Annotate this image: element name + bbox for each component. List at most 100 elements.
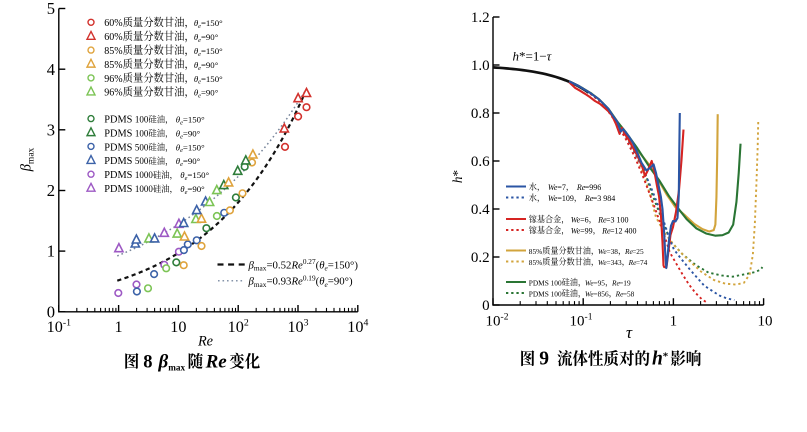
svg-text:=90°: =90° — [183, 128, 201, 138]
svg-text:*: * — [519, 49, 526, 64]
svg-text:e: e — [185, 189, 188, 196]
svg-text:β: β — [19, 163, 35, 172]
svg-text:60%: 60% — [104, 18, 122, 29]
svg-text:max: max — [168, 362, 185, 372]
svg-text:1: 1 — [47, 242, 55, 261]
svg-text:e: e — [198, 93, 201, 100]
svg-text:We: We — [548, 194, 558, 203]
svg-text:β: β — [248, 276, 255, 288]
svg-text:We: We — [598, 247, 607, 256]
svg-text:10: 10 — [486, 314, 501, 330]
svg-text:*: * — [663, 351, 669, 363]
svg-text:(: ( — [316, 259, 320, 271]
svg-text:PDMS: PDMS — [104, 142, 135, 153]
svg-text:=90°: =90° — [201, 32, 219, 42]
svg-text:Re: Re — [576, 183, 586, 192]
svg-text:e: e — [325, 264, 329, 273]
svg-text:=90°: =90° — [183, 156, 201, 166]
svg-text:PDMS: PDMS — [104, 170, 135, 181]
svg-text:θ: θ — [194, 32, 199, 42]
svg-text:3: 3 — [304, 317, 309, 328]
svg-text:e: e — [180, 161, 183, 168]
svg-text:h: h — [513, 49, 520, 64]
svg-text:We: We — [585, 289, 594, 298]
svg-text:-2: -2 — [501, 313, 509, 323]
svg-text:96%: 96% — [104, 88, 122, 99]
svg-text:=38: =38 — [606, 247, 618, 256]
svg-text:Re: Re — [584, 194, 594, 203]
svg-text:θ: θ — [194, 74, 199, 84]
svg-text:10: 10 — [347, 318, 363, 336]
svg-text:=3 984: =3 984 — [593, 194, 616, 203]
svg-text:0: 0 — [482, 298, 490, 314]
svg-text:=150°: =150° — [183, 115, 205, 125]
svg-text:Re: Re — [197, 334, 214, 350]
svg-text:0.19: 0.19 — [303, 273, 316, 282]
svg-text:We: We — [548, 183, 558, 192]
svg-text:=90°: =90° — [187, 184, 205, 194]
svg-text:=90°: =90° — [201, 88, 219, 98]
svg-text:PDMS: PDMS — [104, 115, 135, 126]
svg-text:=90°): =90°) — [328, 276, 353, 288]
svg-text:=3 100: =3 100 — [606, 215, 629, 224]
svg-text:e: e — [198, 51, 201, 58]
svg-text:Re: Re — [628, 258, 637, 267]
svg-text:500: 500 — [135, 156, 149, 166]
svg-text:10: 10 — [758, 314, 773, 330]
svg-text:=0.93: =0.93 — [266, 276, 291, 288]
svg-text:3: 3 — [47, 120, 55, 139]
svg-text:e: e — [198, 23, 201, 30]
svg-text:=74: =74 — [636, 258, 648, 267]
svg-text:85%: 85% — [529, 258, 542, 267]
svg-text:10: 10 — [287, 318, 303, 336]
svg-text:e: e — [198, 37, 201, 44]
svg-text:=150°: =150° — [183, 142, 205, 152]
svg-text:=0.52: =0.52 — [266, 259, 291, 271]
svg-text:-1: -1 — [63, 317, 71, 328]
svg-text:4: 4 — [47, 60, 56, 79]
svg-text:θ: θ — [194, 18, 199, 28]
svg-text:0.6: 0.6 — [471, 154, 490, 170]
svg-text:max: max — [254, 280, 267, 289]
svg-text:θ: θ — [319, 259, 325, 271]
svg-text:PDMS: PDMS — [104, 156, 135, 167]
svg-text:PDMS: PDMS — [104, 184, 135, 195]
svg-text:=856: =856 — [593, 289, 608, 298]
svg-text:0.4: 0.4 — [471, 202, 490, 218]
svg-text:=19: =19 — [619, 278, 631, 287]
svg-text:10: 10 — [570, 314, 585, 330]
svg-text:1: 1 — [115, 318, 123, 336]
svg-text:=1−: =1− — [526, 49, 547, 64]
svg-text:θ: θ — [180, 184, 185, 194]
svg-text:500: 500 — [135, 142, 149, 152]
svg-text:4: 4 — [363, 317, 368, 328]
svg-text:β: β — [158, 351, 169, 372]
svg-text:We: We — [585, 278, 594, 287]
svg-text:=150°: =150° — [201, 18, 223, 28]
svg-text:=95: =95 — [593, 278, 605, 287]
svg-text:We: We — [598, 258, 607, 267]
svg-text:0: 0 — [47, 302, 55, 321]
svg-text:=99: =99 — [580, 226, 593, 235]
svg-text:5: 5 — [47, 0, 55, 18]
svg-text:Re: Re — [290, 276, 303, 288]
svg-text:1.0: 1.0 — [471, 58, 490, 74]
svg-text:2: 2 — [244, 317, 249, 328]
svg-text:Re: Re — [205, 351, 228, 372]
svg-text:max: max — [27, 147, 37, 164]
svg-text:85%: 85% — [529, 247, 542, 256]
svg-text:e: e — [180, 133, 183, 140]
svg-text:=25: =25 — [632, 247, 644, 256]
svg-text:85%: 85% — [104, 60, 122, 71]
svg-text:=90°: =90° — [201, 60, 219, 70]
svg-text:100: 100 — [135, 128, 149, 138]
svg-text:60%: 60% — [104, 32, 122, 43]
svg-text:Re: Re — [624, 247, 633, 256]
svg-text:0.8: 0.8 — [471, 106, 490, 122]
svg-text:=7: =7 — [557, 183, 566, 192]
svg-text:=996: =996 — [585, 183, 602, 192]
svg-text:1000: 1000 — [135, 184, 154, 194]
svg-text:θ: θ — [176, 142, 181, 152]
svg-text:Re: Re — [601, 226, 611, 235]
svg-text:=343: =343 — [606, 258, 621, 267]
